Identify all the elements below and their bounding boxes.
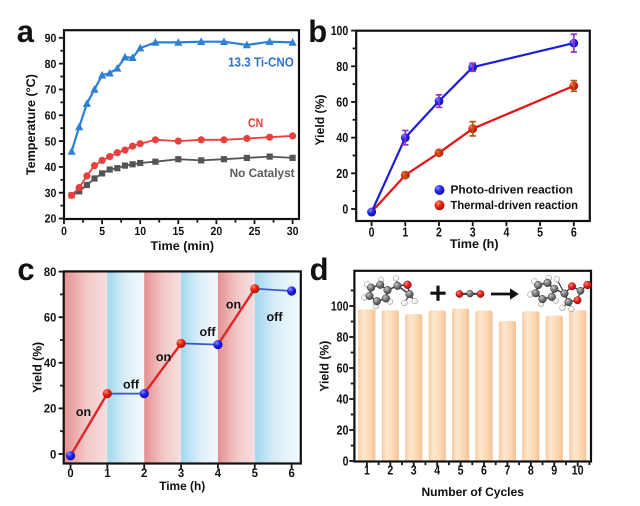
svg-text:5: 5 bbox=[537, 225, 543, 240]
svg-text:20: 20 bbox=[336, 166, 348, 181]
svg-text:1: 1 bbox=[364, 463, 370, 478]
svg-text:Yield (%): Yield (%) bbox=[317, 341, 331, 392]
svg-text:6: 6 bbox=[571, 225, 577, 240]
svg-text:90: 90 bbox=[45, 31, 57, 45]
svg-text:6: 6 bbox=[481, 463, 487, 478]
svg-text:40: 40 bbox=[336, 130, 348, 145]
svg-text:Time (min): Time (min) bbox=[151, 239, 215, 253]
svg-text:Time (h): Time (h) bbox=[450, 237, 499, 251]
svg-text:80: 80 bbox=[44, 265, 57, 279]
svg-text:0: 0 bbox=[369, 225, 375, 240]
svg-text:0: 0 bbox=[343, 454, 349, 469]
svg-text:off: off bbox=[267, 310, 284, 324]
svg-text:3: 3 bbox=[470, 225, 476, 240]
svg-text:80: 80 bbox=[45, 57, 57, 71]
svg-text:0: 0 bbox=[50, 447, 57, 461]
svg-text:1: 1 bbox=[104, 466, 111, 480]
svg-text:100: 100 bbox=[331, 23, 349, 38]
svg-text:25: 25 bbox=[249, 224, 261, 238]
svg-text:No Catalyst: No Catalyst bbox=[230, 166, 295, 180]
svg-text:60: 60 bbox=[45, 108, 57, 122]
svg-text:Yield (%): Yield (%) bbox=[313, 95, 327, 146]
svg-text:1: 1 bbox=[402, 225, 408, 240]
svg-text:0: 0 bbox=[342, 202, 348, 217]
svg-text:4: 4 bbox=[503, 225, 510, 240]
svg-text:2: 2 bbox=[141, 466, 148, 480]
svg-text:a: a bbox=[17, 14, 35, 49]
svg-text:5: 5 bbox=[458, 463, 464, 478]
svg-text:off: off bbox=[123, 378, 140, 392]
svg-text:CN: CN bbox=[248, 116, 263, 130]
svg-text:on: on bbox=[226, 298, 241, 312]
svg-text:Yield (%): Yield (%) bbox=[31, 342, 45, 393]
svg-text:80: 80 bbox=[336, 59, 348, 74]
svg-text:15: 15 bbox=[172, 224, 184, 238]
svg-text:0: 0 bbox=[67, 466, 74, 480]
svg-text:3: 3 bbox=[411, 463, 417, 478]
svg-text:10: 10 bbox=[572, 463, 584, 478]
svg-text:40: 40 bbox=[337, 392, 349, 407]
svg-text:Thermal-driven reaction: Thermal-driven reaction bbox=[451, 198, 579, 212]
svg-text:b: b bbox=[308, 14, 327, 49]
svg-text:20: 20 bbox=[337, 423, 349, 438]
svg-text:0: 0 bbox=[61, 224, 67, 238]
svg-text:10: 10 bbox=[134, 224, 146, 238]
svg-text:4: 4 bbox=[215, 466, 222, 480]
svg-text:Photo-driven reaction: Photo-driven reaction bbox=[451, 183, 574, 197]
svg-text:60: 60 bbox=[337, 361, 349, 376]
svg-text:Time (h): Time (h) bbox=[159, 479, 205, 493]
svg-text:13.3 Ti-CNO: 13.3 Ti-CNO bbox=[228, 55, 294, 70]
svg-text:40: 40 bbox=[45, 160, 57, 174]
svg-text:30: 30 bbox=[287, 224, 299, 238]
svg-text:3: 3 bbox=[178, 466, 185, 480]
svg-text:Temperature (°C): Temperature (°C) bbox=[24, 74, 38, 175]
svg-text:2: 2 bbox=[436, 225, 442, 240]
svg-text:4: 4 bbox=[434, 463, 441, 478]
svg-text:8: 8 bbox=[528, 463, 534, 478]
svg-text:5: 5 bbox=[252, 466, 259, 480]
svg-text:d: d bbox=[310, 252, 329, 287]
svg-text:Number of Cycles: Number of Cycles bbox=[421, 485, 524, 499]
svg-text:c: c bbox=[17, 252, 34, 287]
svg-text:9: 9 bbox=[551, 463, 557, 478]
svg-text:20: 20 bbox=[45, 212, 57, 226]
svg-text:70: 70 bbox=[45, 83, 57, 97]
svg-text:2: 2 bbox=[387, 463, 393, 478]
svg-text:on: on bbox=[156, 350, 171, 364]
svg-text:5: 5 bbox=[99, 224, 105, 238]
svg-text:60: 60 bbox=[44, 311, 57, 325]
svg-text:7: 7 bbox=[504, 463, 510, 478]
svg-text:40: 40 bbox=[44, 356, 57, 370]
svg-text:20: 20 bbox=[211, 224, 223, 238]
svg-text:50: 50 bbox=[45, 134, 57, 148]
svg-text:6: 6 bbox=[288, 466, 295, 480]
svg-text:80: 80 bbox=[337, 330, 349, 345]
svg-text:20: 20 bbox=[44, 402, 57, 416]
svg-text:30: 30 bbox=[45, 186, 57, 200]
svg-text:off: off bbox=[200, 325, 217, 339]
svg-text:on: on bbox=[76, 405, 91, 419]
svg-text:60: 60 bbox=[336, 95, 348, 110]
svg-text:100: 100 bbox=[331, 299, 349, 314]
